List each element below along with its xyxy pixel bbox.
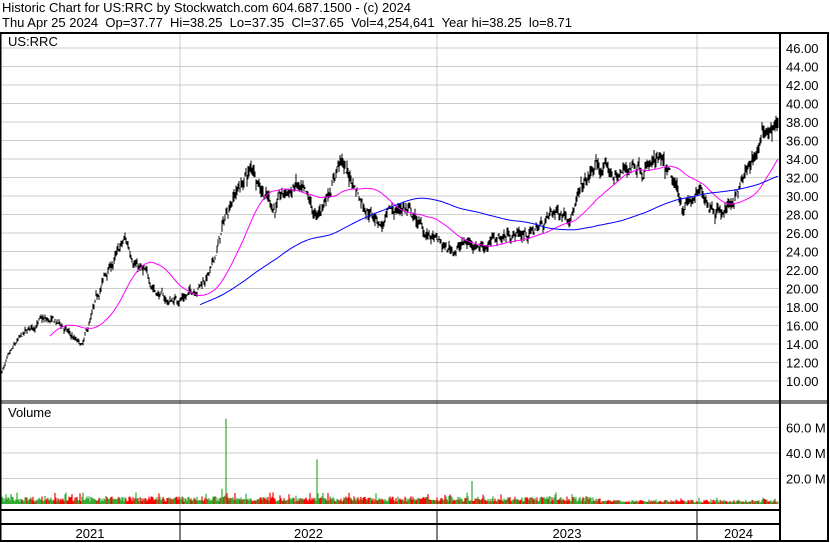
price-tick-label: 20.00 [786,282,819,297]
price-tick-label: 30.00 [786,189,819,204]
volume-tick-label: 40.0 M [786,446,826,461]
price-tick-label: 28.00 [786,208,819,223]
price-panel-label: US:RRC [8,34,58,49]
price-tick-label: 46.00 [786,41,819,56]
volume-tick-label: 20.0 M [786,472,826,487]
moving-average-200 [199,175,779,306]
chart-title: Historic Chart for US:RRC by Stockwatch.… [2,0,411,15]
chart-border [0,32,829,542]
quote-summary: Thu Apr 25 2024 Op=37.77 Hi=38.25 Lo=37.… [2,15,572,30]
price-tick-label: 38.00 [786,115,819,130]
volume-panel-label: Volume [8,405,51,420]
price-tick-label: 14.00 [786,337,819,352]
price-tick-label: 44.00 [786,60,819,75]
volume-bars [0,418,779,504]
price-tick-label: 22.00 [786,263,819,278]
volume-tick-label: 60.0 M [786,421,826,436]
year-label: 2021 [76,526,105,541]
price-tick-label: 12.00 [786,356,819,371]
year-label: 2023 [553,526,582,541]
moving-average-50 [49,158,779,337]
price-tick-label: 24.00 [786,245,819,260]
year-label: 2024 [724,526,753,541]
price-tick-label: 10.00 [786,374,819,389]
price-tick-label: 18.00 [786,300,819,315]
price-tick-label: 16.00 [786,319,819,334]
price-tick-label: 32.00 [786,171,819,186]
price-tick-label: 26.00 [786,226,819,241]
plot-bg [0,33,828,541]
price-tick-label: 36.00 [786,134,819,149]
price-tick-label: 40.00 [786,97,819,112]
year-label: 2022 [294,526,323,541]
price-tick-label: 34.00 [786,152,819,167]
price-tick-label: 42.00 [786,78,819,93]
